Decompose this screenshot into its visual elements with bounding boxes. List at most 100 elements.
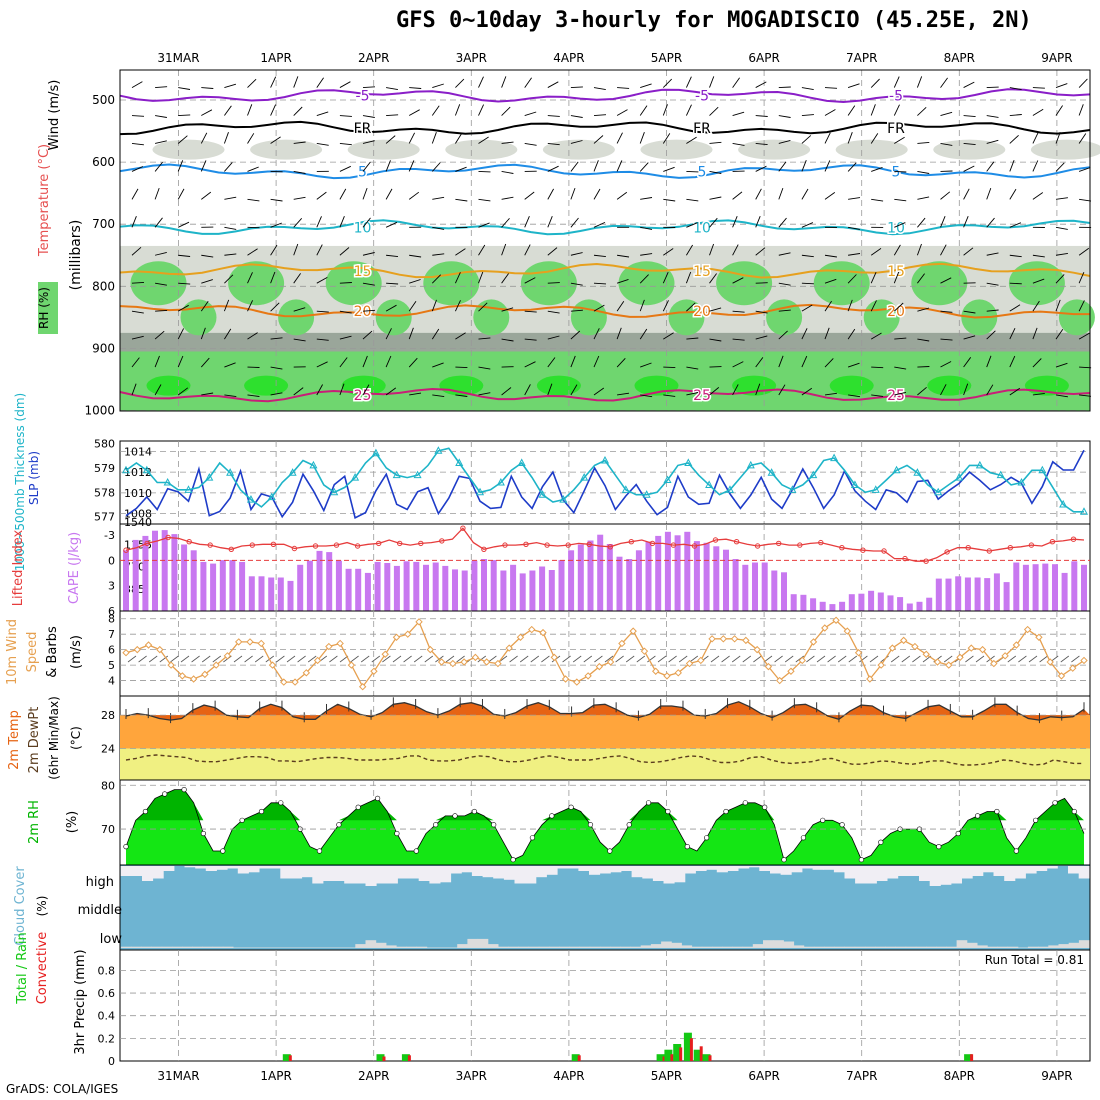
wind-point — [764, 662, 773, 671]
wind-barb-10m — [201, 655, 211, 663]
lifted-point — [228, 546, 235, 552]
wind-barb-10m — [678, 655, 688, 663]
wind-barb — [455, 332, 466, 340]
thickness-point — [538, 490, 547, 498]
cloud-high-clear — [152, 866, 164, 879]
temp-max-fill — [120, 701, 1090, 721]
cloud-high-clear — [1036, 866, 1048, 871]
wind-barb — [847, 362, 860, 368]
legend-convective: Convective — [35, 932, 50, 1005]
cape-bar — [200, 561, 207, 611]
cloud-high-clear — [259, 866, 271, 869]
axis-label-dewpt: 2m DewPt — [27, 707, 42, 774]
lifted-point — [881, 548, 887, 554]
wind-barb — [1009, 355, 1016, 368]
wind-point — [291, 678, 299, 686]
wind-barb — [339, 282, 352, 284]
cloud-low-bar — [182, 946, 193, 948]
wind-point — [618, 639, 626, 648]
cloud-high-clear — [642, 866, 654, 879]
wind-barb — [224, 362, 236, 368]
wind-point — [911, 642, 919, 651]
lifted-point — [291, 545, 298, 552]
wind-barb — [293, 170, 306, 174]
wind-barb — [824, 132, 831, 144]
wind-barb — [362, 384, 370, 396]
wind-point — [967, 644, 976, 652]
precip-panel: 0 0.2 0.4 0.6 0.8 Run Total = 0.81 — [98, 949, 1091, 1068]
wind-barb — [501, 243, 507, 256]
wind-barb-10m — [413, 655, 423, 663]
wind-barb — [847, 162, 857, 172]
wind-barb — [177, 188, 185, 200]
date-label-top: 5APR — [651, 51, 682, 65]
cape-bar — [984, 578, 991, 611]
cape-bar — [142, 535, 149, 611]
wind-barb-10m — [731, 655, 741, 663]
wind-barb — [339, 115, 352, 117]
wind-barb-10m — [488, 655, 497, 663]
rh-blob-upper — [738, 139, 811, 160]
wind-barb — [316, 216, 322, 228]
wind-barb — [893, 244, 901, 256]
cloud-low-bar — [783, 941, 795, 948]
cloud-high-clear — [184, 866, 196, 868]
thickness-point — [267, 492, 276, 501]
wind-barb — [293, 106, 303, 116]
wind-barb — [616, 278, 629, 284]
wind-barb — [778, 115, 791, 118]
rh2m-point — [258, 808, 265, 815]
cape-bar — [684, 531, 691, 611]
cape-bar — [877, 592, 884, 611]
wind-point — [956, 653, 964, 662]
wind-barb — [824, 278, 837, 284]
cloud-high-clear — [876, 866, 888, 881]
wind-barb-10m — [233, 655, 243, 663]
wind-barb — [547, 310, 560, 314]
cloud-high-clear — [748, 866, 760, 868]
wind-point — [1080, 656, 1088, 665]
wind-barb-10m — [191, 655, 200, 663]
wind-barb — [570, 282, 583, 286]
date-label-bottom: 5APR — [651, 1069, 682, 1083]
wind-barb — [223, 132, 229, 144]
wind-tick-label: 4 — [108, 675, 115, 688]
rh2m-point — [645, 800, 652, 806]
wind-tick-label: 5 — [108, 659, 115, 672]
temp-line — [125, 701, 1085, 721]
wind-barb — [339, 357, 348, 368]
wind-barb — [1009, 387, 1021, 396]
cape-bar — [268, 577, 275, 611]
cape-bar — [239, 561, 246, 611]
cloud-high-clear — [631, 866, 643, 878]
wind-barb — [1078, 300, 1085, 312]
wind-point — [313, 656, 322, 665]
wind-barb — [570, 252, 583, 256]
wind-barb — [709, 141, 722, 144]
precip-total-bar — [376, 1054, 385, 1061]
wind-barb — [1032, 254, 1045, 258]
wind-barb — [755, 335, 768, 340]
cloud-high-clear — [791, 866, 803, 873]
cloud-high-clear — [1025, 866, 1037, 874]
wind-barb — [131, 246, 142, 256]
cape-bar — [868, 590, 875, 611]
lifted-point — [165, 534, 171, 541]
wind-barb — [316, 143, 329, 146]
isotherm-line — [119, 262, 1091, 279]
wind-barb-10m — [170, 655, 179, 663]
thickness-tick-label: 577 — [94, 511, 115, 524]
wind-barb — [201, 279, 213, 284]
rh-blob — [180, 299, 217, 336]
wind-barb — [1009, 134, 1019, 144]
cloud-low-bar — [1058, 944, 1070, 948]
date-label-bottom: 6APR — [748, 1069, 779, 1083]
wind-barb — [894, 222, 906, 228]
cape-bar — [316, 550, 323, 611]
wind-point — [685, 659, 694, 668]
wind-barb — [547, 357, 556, 368]
wind-barb — [316, 310, 329, 313]
isotherm-label: -5 — [889, 89, 903, 105]
cloud-high-clear — [961, 866, 973, 879]
wind-barb — [662, 133, 671, 144]
